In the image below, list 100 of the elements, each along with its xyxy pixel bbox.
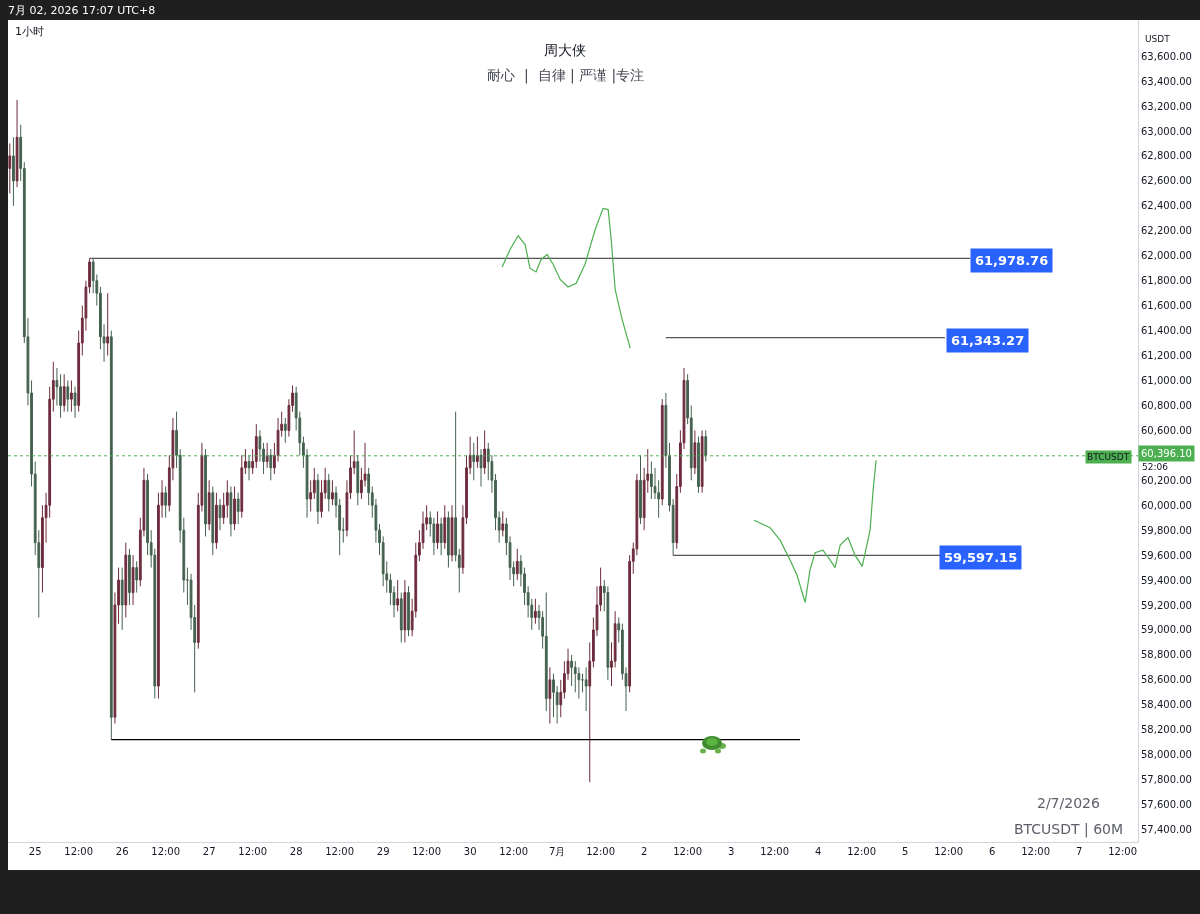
candlestick — [472, 442, 476, 481]
x-tick-label: 12:00 — [412, 846, 442, 857]
annotation: 1小时 — [15, 25, 44, 38]
y-tick-label: 58,800.00 — [1141, 649, 1192, 661]
y-tick-label: 63,000.00 — [1141, 125, 1192, 137]
candlestick — [450, 504, 454, 562]
candlestick — [204, 448, 207, 537]
candlestick — [12, 136, 15, 207]
text: 7月 02, 2026 17:07 UTC+8 — [8, 3, 156, 18]
candlestick — [700, 429, 704, 494]
candlestick — [650, 461, 653, 500]
y-tick-label: 59,800.00 — [1141, 524, 1192, 536]
y-tick-label: 58,200.00 — [1141, 724, 1192, 736]
candlestick — [124, 542, 128, 618]
y-tick-label: 63,200.00 — [1141, 100, 1192, 112]
x-tick-label: 12:00 — [673, 846, 703, 857]
candlestick — [215, 492, 218, 550]
y-tick-label: 62,600.00 — [1141, 175, 1192, 187]
candlestick — [515, 548, 519, 581]
annotation: 59,597.15 — [944, 550, 1018, 565]
x-tick-label: 7 — [1075, 846, 1083, 857]
x-tick-label: 30 — [463, 846, 477, 857]
candlestick — [439, 517, 443, 556]
candlestick — [164, 486, 168, 519]
candlestick — [229, 486, 233, 537]
candlestick — [211, 486, 215, 556]
candlestick — [135, 560, 139, 594]
candlestick — [236, 492, 240, 525]
x-tick-label: 26 — [115, 846, 129, 857]
y-tick-label: 57,600.00 — [1141, 799, 1192, 811]
y-tick-label: 58,600.00 — [1141, 674, 1192, 686]
x-tick-label: 4 — [814, 846, 822, 857]
ref-line-label: 60,396.10 — [1141, 448, 1192, 459]
y-tick-label: 62,000.00 — [1141, 250, 1192, 262]
candlestick — [106, 292, 110, 357]
candlestick — [327, 473, 331, 512]
candlestick — [501, 510, 505, 537]
candlestick — [66, 379, 70, 413]
y-tick-label: 59,600.00 — [1141, 549, 1192, 561]
y-tick-label: 63,400.00 — [1141, 75, 1192, 87]
x-tick-label: 3 — [727, 846, 735, 857]
annotation: 61,343.27 — [951, 333, 1025, 348]
y-tick-label: 61,000.00 — [1141, 374, 1192, 386]
candlestick — [269, 448, 273, 481]
x-tick-label: 2 — [640, 846, 648, 857]
x-tick-label: 12:00 — [1021, 846, 1051, 857]
x-tick-label: 7月 — [548, 846, 566, 857]
candlestick — [443, 504, 447, 550]
candlestick — [403, 579, 407, 643]
candlestick — [316, 473, 320, 525]
candlestick — [447, 510, 450, 569]
y-tick-label: 60,000.00 — [1141, 499, 1192, 511]
candlestick — [479, 448, 483, 488]
candlestick — [73, 386, 77, 419]
y-tick-label: 61,400.00 — [1141, 325, 1192, 337]
annotation: 61,978.76 — [975, 253, 1049, 268]
candlestick — [15, 99, 19, 188]
candlestick — [697, 436, 700, 494]
candlestick — [581, 673, 584, 693]
y-tick-label: 58,400.00 — [1141, 699, 1192, 711]
candlestick — [693, 429, 697, 475]
x-tick-label: 12:00 — [499, 846, 529, 857]
x-tick-label: 12:00 — [586, 846, 616, 857]
candlestick — [186, 567, 189, 606]
candlestick — [265, 442, 269, 469]
y-tick-label: 59,400.00 — [1141, 574, 1192, 586]
y-tick-label: 57,800.00 — [1141, 774, 1192, 786]
y-tick-label: 61,600.00 — [1141, 300, 1192, 312]
y-tick-label: 63,600.00 — [1141, 50, 1192, 62]
x-tick-label: 27 — [202, 846, 216, 857]
candlestick — [534, 598, 537, 625]
candlestick — [247, 454, 251, 481]
candlestick — [483, 429, 487, 475]
y-tick-label: 61,800.00 — [1141, 275, 1192, 287]
annotation: BTCUSDT | 60M — [1014, 821, 1124, 838]
x-tick-label: 12:00 — [847, 846, 877, 857]
x-tick-label: 12:00 — [151, 846, 181, 857]
y-tick-label: 62,800.00 — [1141, 150, 1192, 162]
candlestick — [548, 666, 552, 724]
y-tick-label: 62,400.00 — [1141, 200, 1192, 212]
text: 52:06 — [1142, 462, 1169, 472]
candlestick — [131, 554, 135, 606]
annotation: BTCUSDT — [1087, 452, 1130, 462]
text: 耐心 | 自律 | 严谨 |专注 — [487, 67, 645, 84]
candlestick — [639, 454, 642, 525]
y-tick-label: 60,800.00 — [1141, 399, 1192, 411]
y-tick-label: 60,600.00 — [1141, 424, 1192, 436]
y-tick-label: 57,400.00 — [1141, 824, 1192, 836]
x-tick-label: 12:00 — [760, 846, 790, 857]
x-tick-label: 12:00 — [934, 846, 964, 857]
candlestick — [704, 429, 708, 463]
candlestick — [109, 330, 113, 741]
candlestick — [399, 592, 403, 643]
candlestick — [396, 579, 400, 612]
candlestick — [544, 592, 548, 712]
candlestick — [218, 498, 222, 531]
candlestick — [436, 510, 439, 550]
x-tick-label: 5 — [901, 846, 909, 857]
x-tick-label: 12:00 — [1108, 846, 1138, 857]
candlestick — [8, 142, 12, 194]
